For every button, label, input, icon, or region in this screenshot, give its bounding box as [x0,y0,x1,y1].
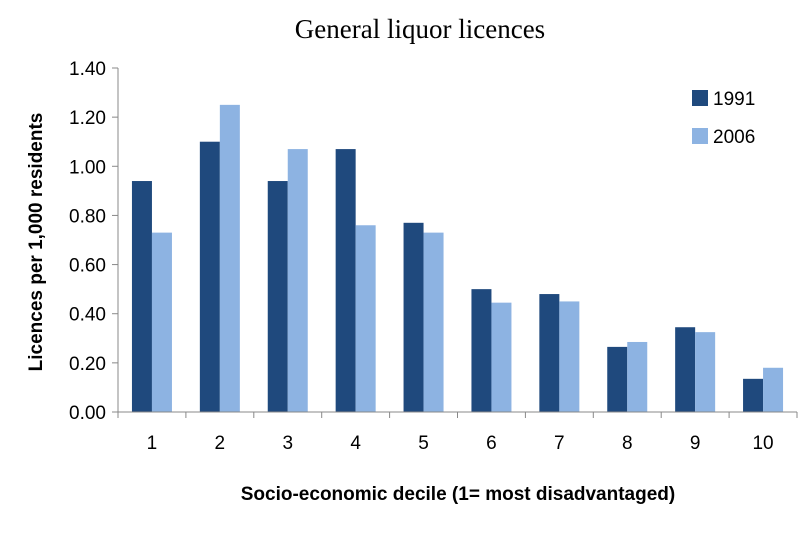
x-tick-label: 3 [282,433,293,454]
bar-2006-10 [763,367,784,412]
x-tick-label: 8 [622,433,633,454]
x-axis: 1 2 3 4 5 6 7 8 9 10 [117,412,798,454]
x-tick-label: 9 [690,433,701,454]
y-tick-label: 1.20 [69,108,106,129]
bar-2006-9 [695,332,716,412]
x-tick-label: 7 [554,433,565,454]
y-tick-label: 1.00 [69,157,106,178]
x-tick-label: 6 [486,433,497,454]
y-axis: 0.00 0.20 0.40 0.60 0.80 1.00 1.20 1.40 [69,59,118,424]
bar-1991-8 [607,346,628,412]
y-tick-label: 0.80 [69,206,106,227]
y-tick-label: 0.00 [69,403,106,424]
chart-title: General liquor licences [295,14,545,44]
bar-2006-1 [151,232,172,412]
x-axis-label: Socio-economic decile (1= most disadvant… [241,484,675,505]
bar-2006-3 [287,149,308,413]
bar-2006-7 [559,301,580,412]
bar-2006-4 [355,225,376,412]
bar-2006-8 [627,341,648,412]
bars-group [131,104,784,413]
y-axis-label: Licences per 1,000 residents [26,113,47,372]
bar-1991-6 [471,289,492,412]
bar-1991-10 [743,378,764,412]
x-tick-label: 4 [350,433,361,454]
bar-2006-2 [219,104,240,412]
bar-1991-9 [675,327,696,412]
y-tick-label: 0.20 [69,354,106,375]
x-tick-label: 1 [147,433,158,454]
legend-label-2006: 2006 [713,127,755,148]
legend: 1991 2006 [692,89,755,148]
legend-swatch-2006 [692,128,708,144]
bar-2006-5 [423,232,444,412]
x-tick-label: 2 [215,433,226,454]
y-tick-label: 0.60 [69,256,106,277]
bar-1991-5 [403,222,424,412]
bar-1991-3 [267,181,288,412]
legend-label-1991: 1991 [713,89,755,110]
bar-2006-6 [491,302,512,412]
y-tick-label: 1.40 [69,59,106,80]
bar-1991-2 [199,141,220,412]
bar-1991-4 [335,149,356,413]
y-tick-label: 0.40 [69,305,106,326]
bar-1991-1 [131,181,152,412]
x-tick-label: 5 [418,433,429,454]
legend-swatch-1991 [692,90,708,106]
x-tick-label: 10 [752,433,773,454]
bar-1991-7 [539,294,560,412]
